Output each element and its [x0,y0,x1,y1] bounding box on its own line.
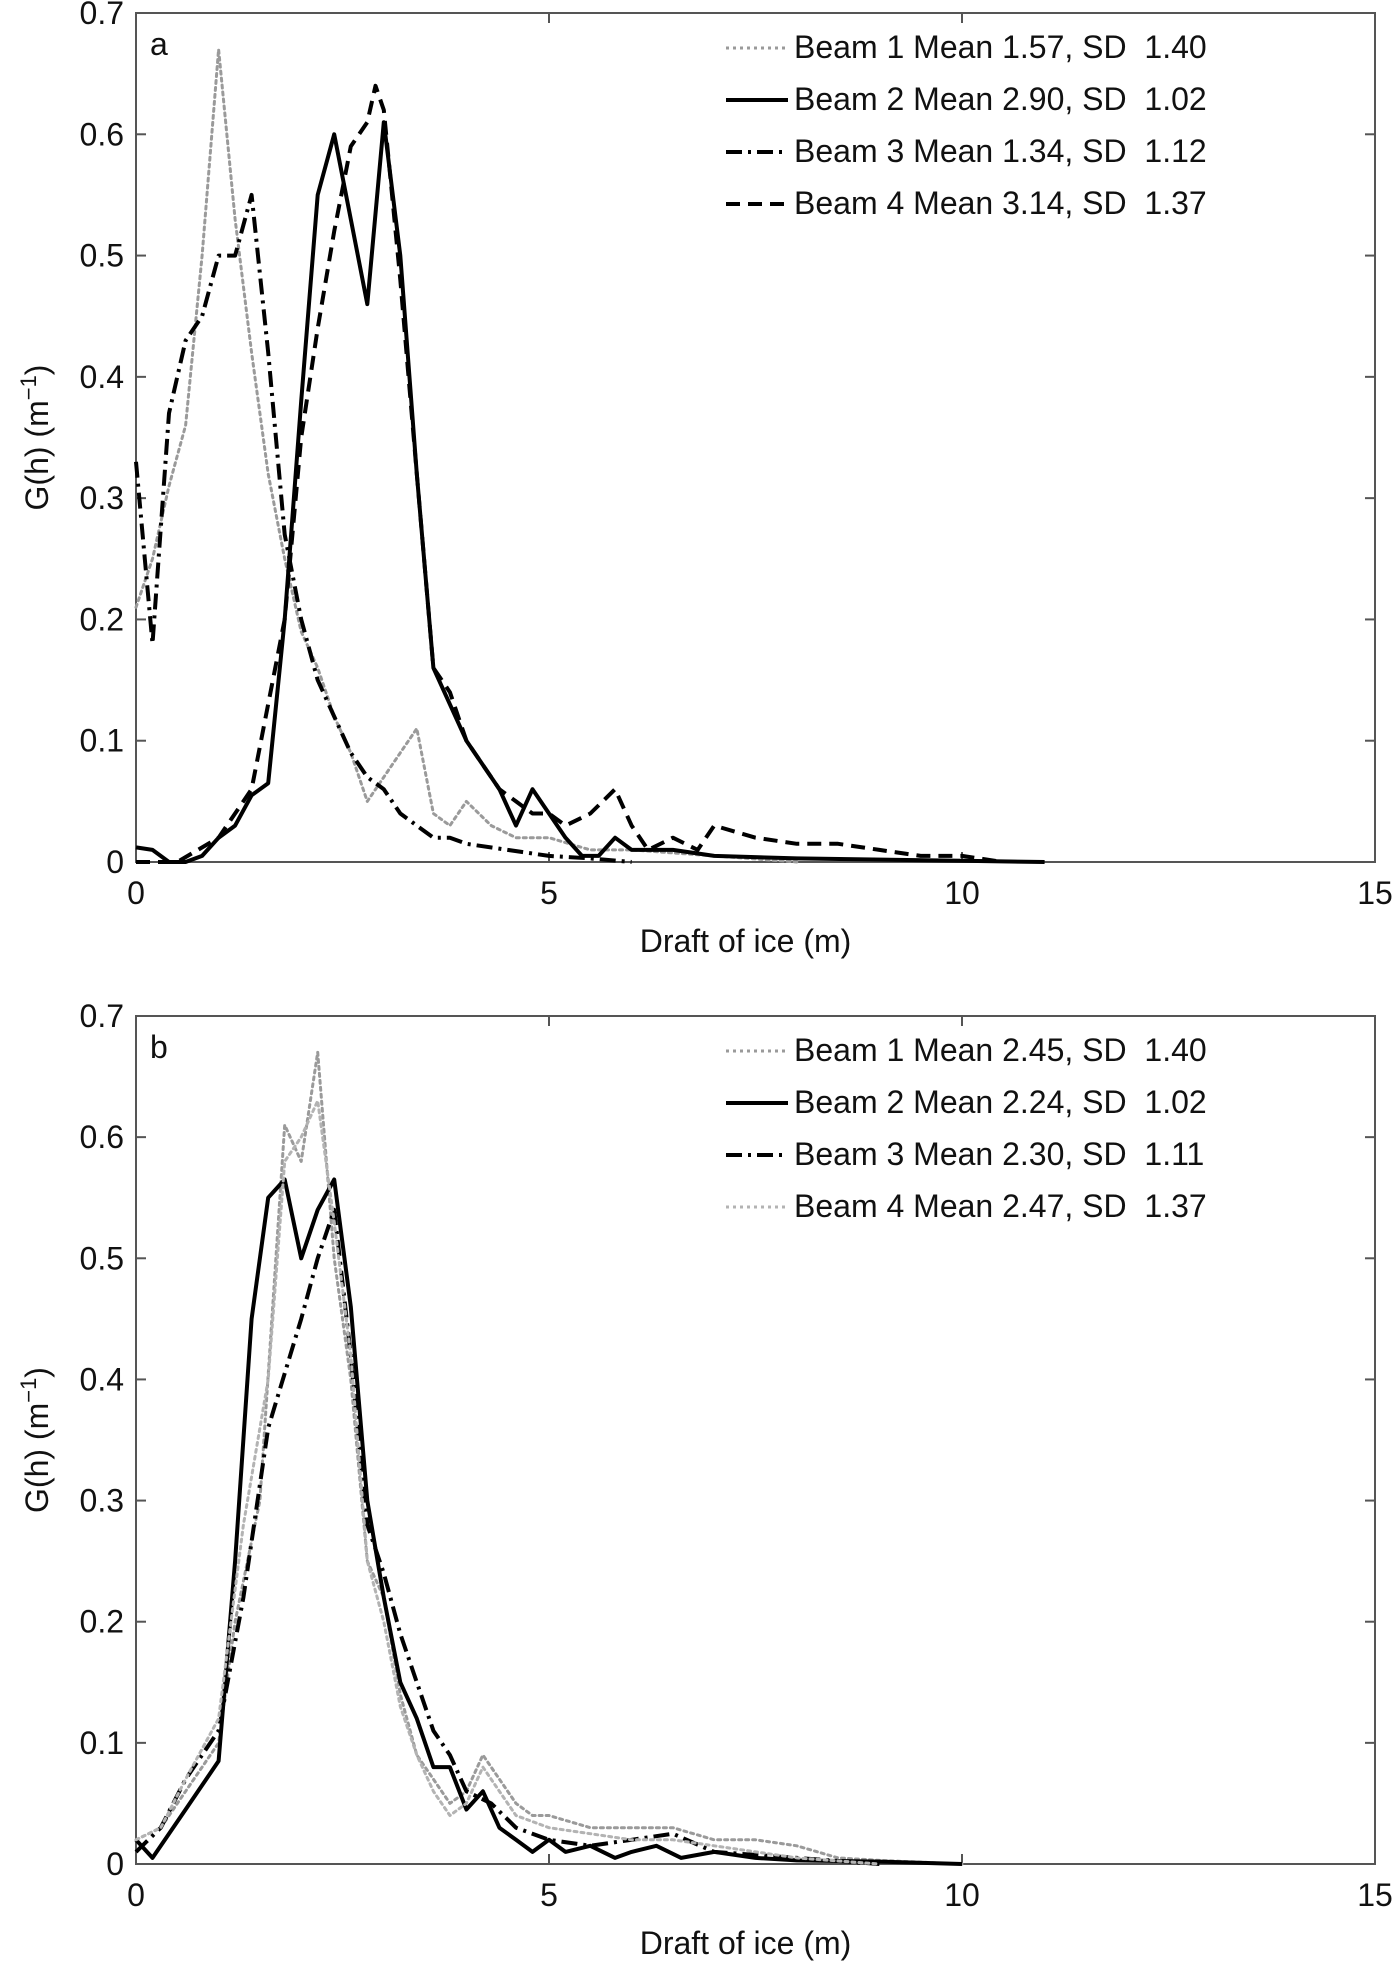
series-line-beam-3 [134,1207,880,1866]
y-axis-label-main: G(h) (m [19,400,55,510]
y-axis-label: G(h) (m−1) [16,1367,55,1513]
series-line-beam-3 [134,192,632,864]
y-axis-label-superscript: −1 [16,1378,41,1403]
plot-frame [135,1015,1376,1865]
panel-b: 0 5 10 15 0 0.1 0.2 0.3 0.4 0.5 0.6 0.7 Draft of ice… [16,998,1393,1961]
y-tick-label: 0.5 [80,238,124,274]
y-tick-label: 0 [106,844,124,880]
plot-frame [135,12,1376,863]
x-tick-label: 5 [540,875,558,911]
legend-label-beam-3: Beam 3 Mean 2.30, SD 1.11 [794,1136,1204,1172]
y-tick-label: 0.6 [80,1119,124,1155]
panel-a: 0 5 10 15 0 0.1 0.2 0.3 0.4 0.5 0.6 0.7 Draft of ice… [16,0,1393,959]
y-axis-label-close: ) [19,365,55,376]
x-tick-label: 5 [540,1877,558,1913]
x-tick-label: 10 [944,1877,980,1913]
x-tick-label: 15 [1357,875,1393,911]
series-line-beam-4 [136,83,1004,864]
y-tick-label: 0.3 [80,1483,124,1519]
y-tick-label: 0.3 [80,480,124,516]
y-tick-label: 0.4 [80,359,124,395]
y-axis-label: G(h) (m−1) [16,365,55,511]
y-tick-label: 0.5 [80,1240,124,1276]
panel-letter: b [150,1029,168,1065]
series-line-beam-2 [134,1177,963,1866]
x-tick-label: 15 [1357,1877,1393,1913]
legend-label-beam-3: Beam 3 Mean 1.34, SD 1.12 [794,133,1207,169]
series-line-beam-1 [134,47,799,864]
legend-label-beam-2: Beam 2 Mean 2.24, SD 1.02 [794,1084,1207,1120]
x-tick-label: 0 [127,1877,145,1913]
legend-label-beam-2: Beam 2 Mean 2.90, SD 1.02 [794,81,1207,117]
series-line-beam-1 [134,1050,964,1866]
y-tick-label: 0.4 [80,1361,124,1397]
x-tick-label: 10 [944,875,980,911]
legend-label-beam-4: Beam 4 Mean 2.47, SD 1.37 [794,1188,1207,1224]
y-tick-label: 0.2 [80,601,124,637]
series-line-beam-4 [134,1099,881,1866]
x-axis-label: Draft of ice (m) [640,923,852,959]
legend-label-beam-1: Beam 1 Mean 1.57, SD 1.40 [794,29,1207,65]
y-tick-label: 0.1 [80,723,124,759]
y-tick-label: 0.6 [80,116,124,152]
y-tick-label: 0.7 [80,0,124,31]
y-tick-label: 0.7 [80,998,124,1034]
y-axis-label-main: G(h) (m [19,1403,55,1513]
legend-label-beam-4: Beam 4 Mean 3.14, SD 1.37 [794,185,1207,221]
y-axis-label-superscript: −1 [16,375,41,400]
x-axis-label: Draft of ice (m) [640,1925,852,1961]
y-tick-label: 0.1 [80,1725,124,1761]
x-tick-label: 0 [127,875,145,911]
y-axis-label-close: ) [19,1367,55,1378]
y-tick-label: 0.2 [80,1604,124,1640]
y-tick-label: 0 [106,1846,124,1882]
legend: Beam 1 Mean 2.45, SD 1.40 Beam 2 Mean 2.2… [726,1032,1207,1224]
legend-label-beam-1: Beam 1 Mean 2.45, SD 1.40 [794,1032,1207,1068]
panel-letter: a [150,26,168,62]
legend: Beam 1 Mean 1.57, SD 1.40 Beam 2 Mean 2.9… [726,29,1207,221]
